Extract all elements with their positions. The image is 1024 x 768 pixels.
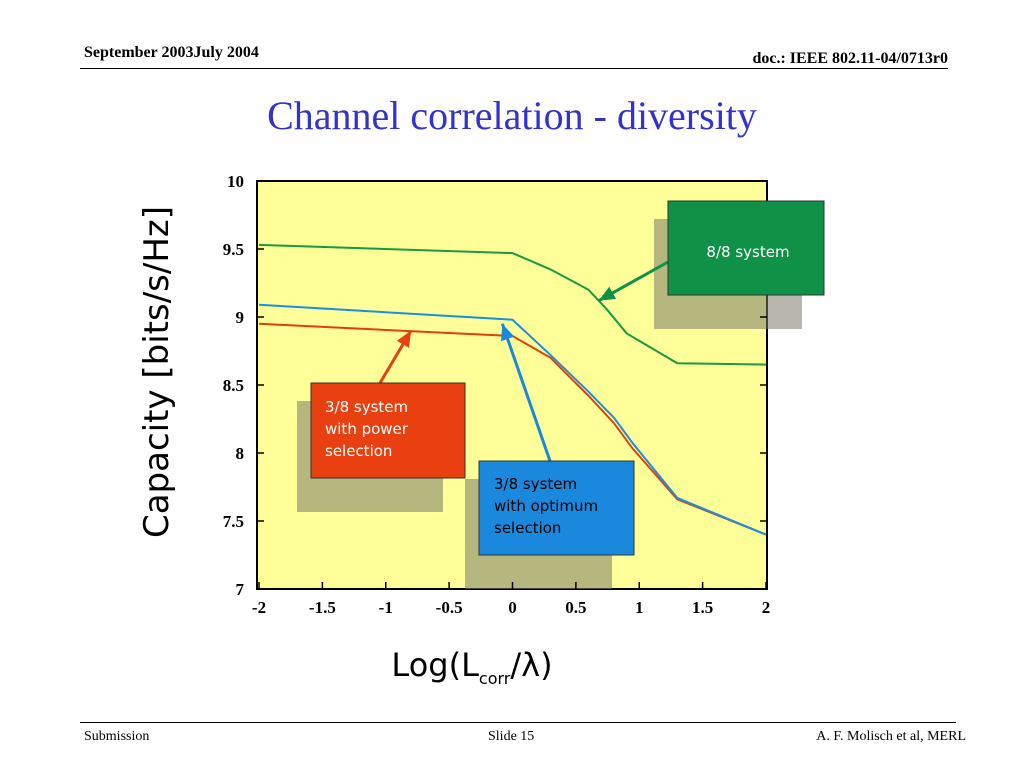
callout-arrowhead <box>500 323 515 342</box>
x-tick-label: -2 <box>252 598 266 617</box>
callout-text: with optimum <box>494 497 598 515</box>
x-axis-label: Log(Lcorr/λ) <box>391 646 552 688</box>
callout-text: 3/8 system <box>325 398 408 416</box>
x-axis-label-main: Log(L <box>391 646 479 684</box>
x-tick-label: 1.5 <box>692 598 713 617</box>
callouts: 8/8 system 3/8 system with power selection 3… <box>310 200 825 556</box>
footer-slide-number: Slide 15 <box>488 729 535 744</box>
x-tick-label: -1.5 <box>309 598 336 617</box>
series-line-3 <box>258 303 767 536</box>
header-rule <box>80 68 948 69</box>
callout-box <box>667 200 825 296</box>
callout-box <box>478 460 635 556</box>
callout-text: 8/8 system <box>706 243 789 261</box>
series-line-1 <box>258 243 767 366</box>
callout-arrowhead <box>598 286 617 301</box>
x-axis-label-tail: /λ) <box>510 646 552 684</box>
x-tick-label: 1 <box>635 598 644 617</box>
footer-submission: Submission <box>84 729 150 744</box>
x-tick-label: -1 <box>379 598 393 617</box>
x-tick-label: 2 <box>762 598 771 617</box>
axis-ticks: -2 -1.5 -1 -0.5 0 0.5 1 1.5 2 7 7.5 8 8.5 9 9.5 10 <box>223 172 771 617</box>
header-date: September 2003July 2004 <box>84 44 259 61</box>
series-line-2 <box>258 322 767 536</box>
slide-title: Channel correlation - diversity <box>267 93 757 138</box>
callout-text: selection <box>494 519 561 537</box>
y-tick-label: 10 <box>227 172 244 191</box>
callout-arrowhead <box>396 330 412 348</box>
x-axis-label-sub: corr <box>479 669 511 688</box>
callout-text: selection <box>325 442 392 460</box>
y-tick-label: 8.5 <box>223 376 244 395</box>
y-tick-label: 7 <box>236 580 245 599</box>
y-tick-label: 9.5 <box>223 240 244 259</box>
x-tick-label: 0 <box>508 598 517 617</box>
footer-rule <box>80 722 956 723</box>
header-doc-id: doc.: IEEE 802.11-04/0713r0 <box>752 50 948 67</box>
x-tick-label: -0.5 <box>436 598 463 617</box>
y-tick-label: 8 <box>236 444 245 463</box>
callout-box <box>310 382 466 479</box>
x-tick-label: 0.5 <box>565 598 586 617</box>
callout-arrow <box>500 323 552 462</box>
y-tick-label: 7.5 <box>223 512 244 531</box>
callout-text: 3/8 system <box>494 475 577 493</box>
callout-text: with power <box>325 420 409 438</box>
series-lines <box>258 243 767 536</box>
y-tick-label: 9 <box>236 308 245 327</box>
footer-authors: A. F. Molisch et al, MERL <box>816 729 966 744</box>
y-axis-label: Capacity [bits/s/Hz] <box>137 206 177 538</box>
